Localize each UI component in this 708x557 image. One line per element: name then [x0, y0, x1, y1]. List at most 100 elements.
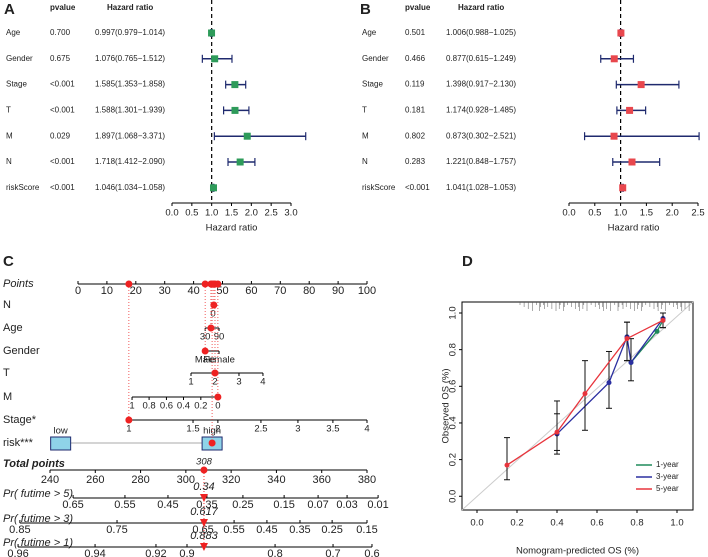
- plot-frame: [461, 301, 694, 511]
- panel-letter: B: [360, 1, 371, 18]
- p-value: <0.001: [405, 183, 430, 192]
- selected-point: [201, 347, 209, 355]
- total-tick-label: 280: [131, 474, 149, 486]
- prob-tick-label: 0.45: [256, 524, 277, 536]
- x-tick-label: 0.0: [470, 518, 483, 529]
- row-label: T: [3, 367, 10, 379]
- column-header: pvalue: [50, 3, 76, 12]
- prob-tick-label: 0.65: [62, 499, 83, 511]
- row-label: N: [3, 299, 11, 311]
- row-label: Total points: [3, 458, 65, 470]
- hr-point: [617, 29, 625, 37]
- x-tick-label: 0.8: [630, 518, 643, 529]
- prob-tick-label: 0.01: [367, 499, 388, 511]
- p-value: <0.001: [50, 183, 75, 192]
- panel-letter: C: [3, 253, 14, 270]
- ideal-line: [461, 301, 694, 511]
- hr-label: 1.588(1.301−1.939): [95, 106, 165, 115]
- selected-point: [211, 369, 219, 377]
- point: [504, 462, 510, 468]
- total-tick-label: 300: [177, 474, 195, 486]
- x-tick-label: 2.5: [691, 208, 704, 219]
- x-axis-label: Hazard ratio: [608, 223, 660, 234]
- hr-point: [236, 158, 244, 166]
- total-tick-label: 320: [222, 474, 240, 486]
- row-label: Stage: [362, 80, 383, 89]
- p-value: 0.181: [405, 106, 426, 115]
- point: [624, 336, 630, 342]
- total-tick-label: 380: [358, 474, 376, 486]
- point: [660, 317, 666, 323]
- row-label: T: [6, 106, 11, 115]
- prob-tick-label: 0.96: [7, 548, 28, 557]
- hr-point: [610, 55, 618, 63]
- hr-label: 1.585(1.353−1.858): [95, 80, 165, 89]
- variable-tick-label: 2: [215, 424, 220, 435]
- points-tick-label: 0: [75, 285, 81, 297]
- x-tick-label: 0.6: [590, 518, 603, 529]
- total-tick-label: 340: [267, 474, 285, 486]
- row-label: Pr( futime > 1): [3, 537, 73, 549]
- variable-tick-label: 3: [295, 424, 300, 435]
- prob-tick-label: 0.03: [336, 499, 357, 511]
- points-tick-label: 60: [245, 285, 257, 297]
- total-point: [200, 466, 208, 474]
- prob-tick-label: 0.8: [267, 548, 282, 557]
- prob-tick-label: 0.25: [321, 524, 342, 536]
- x-tick-label: 3.0: [284, 208, 297, 219]
- prob-marker: [199, 494, 208, 502]
- row-label: Gender: [3, 345, 40, 357]
- hr-point: [626, 106, 634, 114]
- row-label: Stage: [6, 80, 27, 89]
- legend-label: 3-year: [656, 472, 679, 481]
- prob-tick-label: 0.92: [145, 548, 166, 557]
- variable-tick-label: 4: [364, 424, 369, 435]
- prob-tick-label: 0.45: [157, 499, 178, 511]
- total-tick-label: 360: [313, 474, 331, 486]
- risk-label: low: [54, 426, 68, 437]
- hr-label: 1.897(1.068−3.371): [95, 131, 165, 140]
- hr-label: 1.174(0.928−1.485): [446, 106, 516, 115]
- x-tick-label: 2.0: [666, 208, 679, 219]
- point: [554, 429, 560, 435]
- hr-point: [637, 81, 645, 89]
- x-tick-label: 2.5: [265, 208, 278, 219]
- x-tick-label: 0.0: [562, 208, 575, 219]
- total-tick-label: 260: [86, 474, 104, 486]
- variable-tick-label: 1.5: [186, 424, 199, 435]
- y-tick-label: 0.8: [448, 343, 459, 356]
- hr-label: 1.041(1.028−1.053): [446, 183, 516, 192]
- row-label: Age: [362, 28, 377, 37]
- prob-tick-label: 0.25: [232, 499, 253, 511]
- variable-tick-label: Male: [195, 355, 216, 366]
- hr-point: [610, 132, 618, 140]
- variable-tick-label: 0.6: [160, 401, 173, 412]
- points-tick-label: 80: [303, 285, 315, 297]
- prob-selected-label: 0.617: [190, 506, 218, 518]
- prob-marker: [199, 543, 208, 551]
- row-label: Gender: [6, 54, 33, 63]
- variable-tick-label: 3.5: [326, 424, 339, 435]
- point: [582, 391, 588, 397]
- row-label: Points: [3, 278, 34, 290]
- point: [606, 380, 612, 386]
- variable-tick-label: 0.4: [177, 401, 190, 412]
- variable-tick-label: 90: [214, 332, 225, 343]
- prob-tick-label: 0.94: [84, 548, 105, 557]
- hr-point: [243, 132, 251, 140]
- prob-marker: [199, 519, 208, 527]
- y-tick-label: 0.4: [448, 416, 459, 429]
- p-value: 0.283: [405, 157, 426, 166]
- p-value: 0.802: [405, 131, 426, 140]
- x-tick-label: 1.5: [225, 208, 238, 219]
- prob-tick-label: 0.65: [192, 524, 213, 536]
- row-label: T: [362, 106, 367, 115]
- variable-tick-label: 0: [210, 309, 215, 320]
- y-tick-label: 0.6: [448, 380, 459, 393]
- hr-label: 1.006(0.988−1.025): [446, 28, 516, 37]
- row-label: riskScore: [362, 183, 396, 192]
- prob-tick-label: 0.15: [273, 499, 294, 511]
- hr-point: [628, 158, 636, 166]
- prob-tick-label: 0.55: [114, 499, 135, 511]
